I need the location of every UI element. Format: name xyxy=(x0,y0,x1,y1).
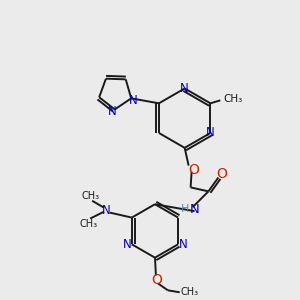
Text: N: N xyxy=(190,203,200,216)
Text: N: N xyxy=(107,105,116,118)
Text: O: O xyxy=(188,163,199,177)
Text: N: N xyxy=(179,238,188,251)
Text: CH₃: CH₃ xyxy=(223,94,242,104)
Text: O: O xyxy=(152,273,162,287)
Text: N: N xyxy=(129,94,138,107)
Text: CH₃: CH₃ xyxy=(81,191,99,201)
Text: N: N xyxy=(102,204,110,217)
Text: N: N xyxy=(180,82,189,95)
Text: O: O xyxy=(216,167,227,181)
Text: N: N xyxy=(206,127,215,140)
Text: N: N xyxy=(122,238,131,251)
Text: CH₃: CH₃ xyxy=(79,218,97,229)
Text: H: H xyxy=(181,204,189,214)
Text: CH₃: CH₃ xyxy=(181,287,199,297)
